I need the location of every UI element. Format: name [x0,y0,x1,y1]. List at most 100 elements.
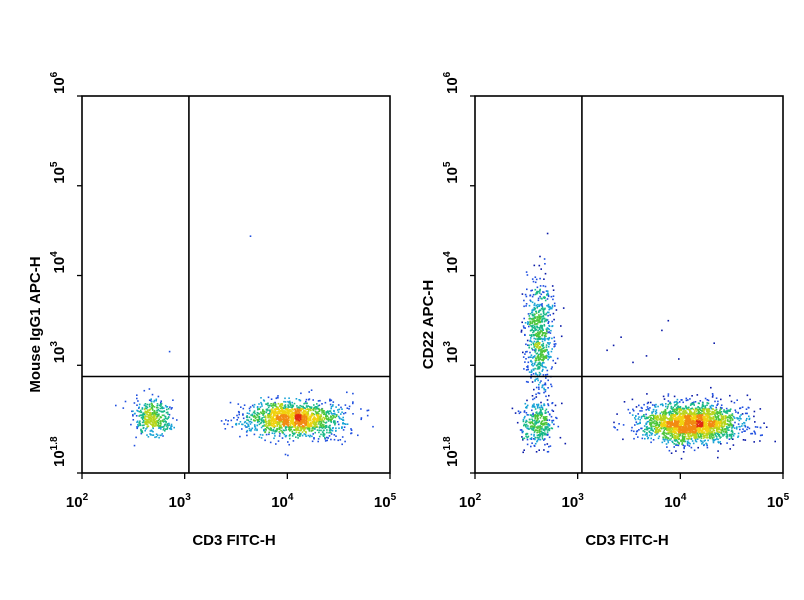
event-dot [694,408,697,411]
event-dot [694,407,697,410]
event-dot [259,433,262,436]
event-dot [284,410,287,413]
event-dot [538,311,540,314]
event-dot [539,362,542,364]
event-dot [697,411,700,413]
event-dot [632,408,634,411]
event-dot [257,419,259,422]
event-dot [319,426,321,428]
event-dot [155,398,158,401]
event-dot [140,428,142,431]
event-dot [689,409,691,411]
event-dot [163,418,166,420]
event-dot [258,416,261,418]
event-dot [540,404,543,407]
event-dot [299,427,302,429]
event-dot [722,410,725,413]
event-dot [661,411,663,413]
event-dot [350,429,353,431]
event-dot [244,424,246,427]
event-dot [542,314,545,317]
event-dot [529,438,532,440]
event-dot [548,308,550,311]
event-dot [713,439,716,441]
event-dot [765,426,768,428]
event-dot [707,430,709,432]
event-dot [334,423,336,426]
event-dot [714,422,717,424]
event-dot [537,290,540,293]
event-dot [315,411,317,413]
event-dot [542,329,544,331]
event-dot [672,441,674,444]
event-dot [150,413,152,415]
event-dot [712,405,714,407]
event-dot [525,435,527,437]
event-dot [253,403,256,406]
event-dot [161,411,163,413]
event-dot [160,402,162,404]
event-dot [681,423,684,425]
event-dot [754,431,756,434]
event-dot [346,407,349,409]
event-dot [543,317,546,320]
event-dot [269,428,272,431]
event-dot [548,343,550,346]
event-dot [269,404,271,407]
event-dot [532,427,535,430]
event-dot [717,415,720,418]
event-dot [343,423,346,425]
event-dot [154,413,157,416]
event-dot [699,428,702,430]
event-dot [535,348,537,351]
event-dot [334,420,336,422]
event-dot [236,419,238,421]
event-dot [242,423,244,426]
event-dot [536,411,538,413]
event-dot [711,427,713,430]
event-dot [716,425,718,428]
event-dot [684,416,686,418]
event-dot [650,422,653,424]
event-dot [666,424,669,426]
event-dot [707,402,710,405]
event-dot [271,417,274,420]
event-dot [241,423,243,426]
event-dot [547,345,550,348]
event-dot [670,432,672,435]
event-dot [693,415,695,418]
event-dot [704,424,706,427]
event-dot [622,438,624,441]
event-dot [716,424,718,426]
event-dot [276,406,278,409]
event-dot [549,445,552,447]
event-dot [679,414,681,416]
event-dot [144,405,147,407]
event-dot [533,397,536,400]
event-dot [307,424,309,427]
event-dot [530,359,532,362]
event-dot [684,435,687,438]
event-dot [741,413,744,415]
event-dot [709,416,711,419]
event-dot [150,434,152,436]
event-dot [685,426,688,428]
event-dot [273,422,275,425]
event-dot [732,433,734,435]
event-dot [668,423,670,425]
event-dot [546,443,549,445]
event-dot [688,437,691,439]
event-dot [535,451,538,453]
event-dot [656,414,659,417]
event-dot [289,437,291,440]
event-dot [531,318,533,320]
event-dot [163,428,165,430]
plot-frame [81,95,391,474]
event-dot [284,404,287,406]
event-dot [534,281,537,284]
event-dot [665,412,668,414]
event-dot [708,421,710,424]
event-dot [146,415,148,418]
event-dot [686,433,689,435]
event-dot [679,434,682,436]
